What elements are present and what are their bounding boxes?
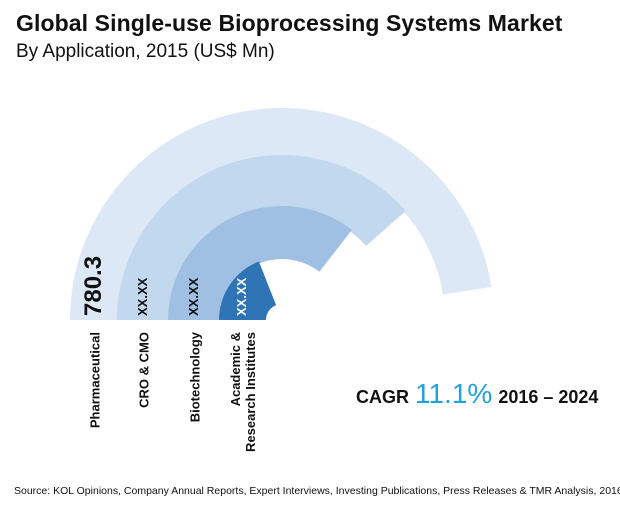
value-label-3: XX.XX [234, 277, 249, 316]
cagr-period: 2016 – 2024 [498, 387, 599, 407]
chart-subtitle: By Application, 2015 (US$ Mn) [16, 41, 275, 62]
bar-0 [70, 108, 492, 320]
bar-3 [219, 261, 277, 320]
bar-1 [116, 154, 406, 320]
value-label-1: XX.XX [135, 277, 150, 316]
category-label-0: Pharmaceutical [88, 332, 103, 428]
bar-2 [168, 205, 352, 320]
value-label-0: 780.3 [80, 256, 107, 316]
chart-title: Global Single-use Bioprocessing Systems … [16, 10, 563, 36]
cagr-value: 11.1% [415, 378, 493, 409]
value-label-2: XX.XX [186, 277, 201, 316]
category-label-3: Academic &Research Institutes [228, 332, 258, 452]
cagr-label: CAGR [356, 387, 409, 407]
category-label-2: Biotechnology [188, 331, 203, 422]
source-note: Source: KOL Opinions, Company Annual Rep… [14, 485, 620, 497]
category-label-1: CRO & CMO [137, 332, 152, 408]
cagr-callout: CAGR 11.1% 2016 – 2024 [356, 378, 598, 410]
